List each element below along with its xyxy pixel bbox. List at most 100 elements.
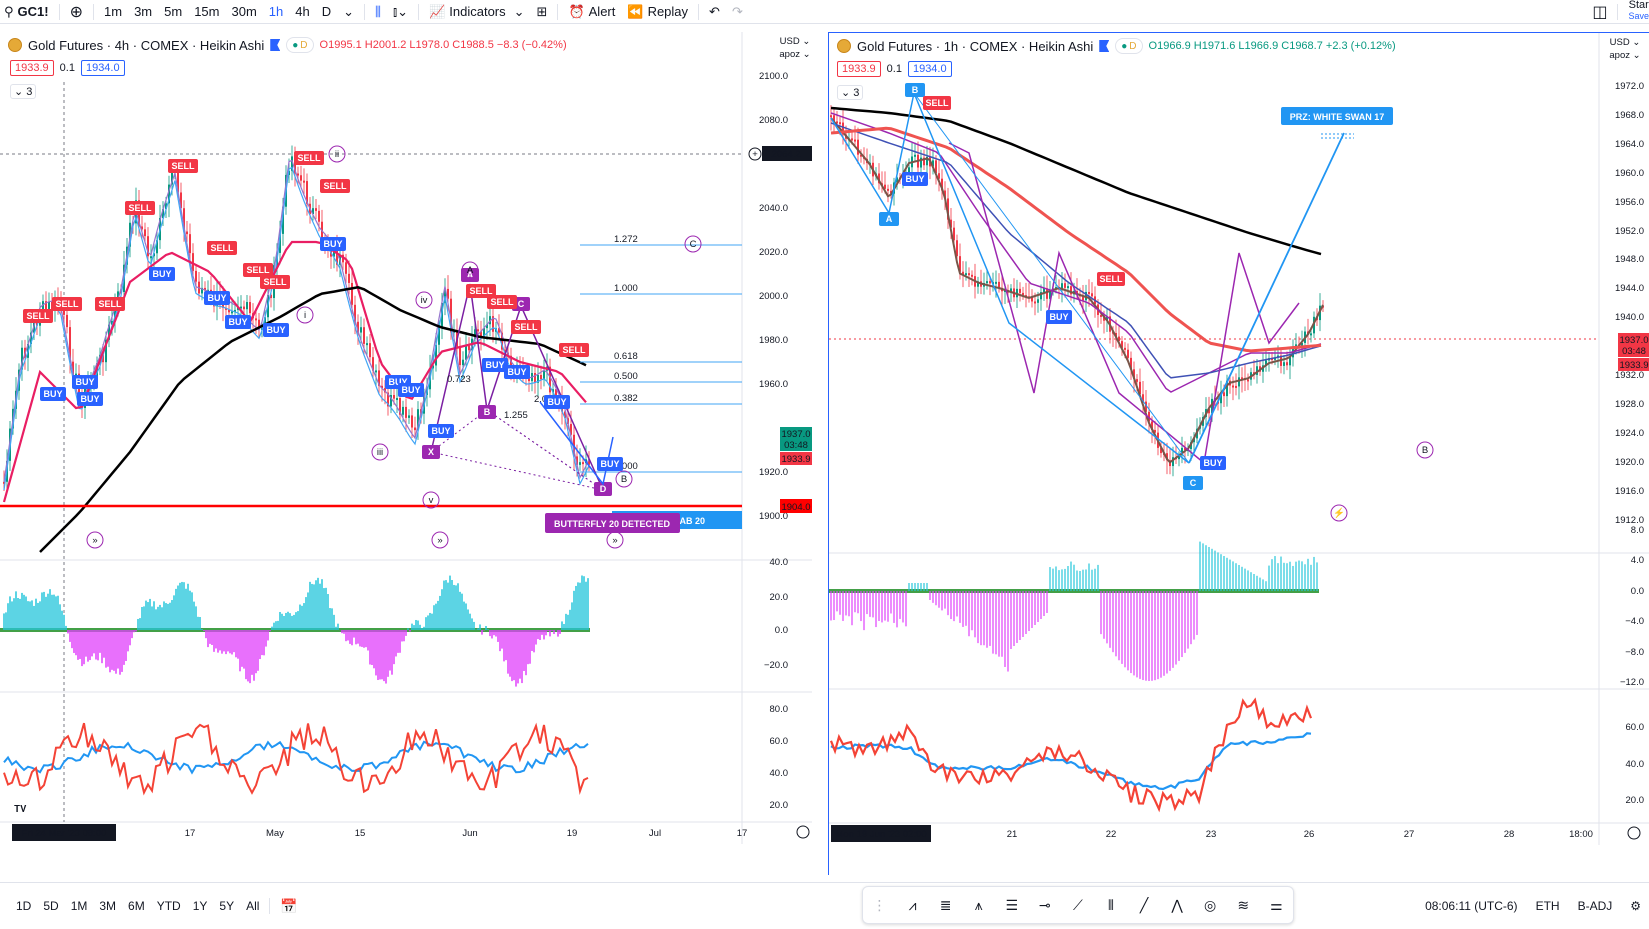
range-all[interactable]: All (246, 899, 260, 913)
candle-body (492, 316, 494, 332)
indicators-button[interactable]: 📈 Indicators ⌄ (423, 0, 530, 24)
bid-price[interactable]: 1933.9 (837, 61, 881, 77)
left-pricebox: 1933.9 0.1 1934.0 (10, 60, 125, 76)
range-1y[interactable]: 1Y (192, 899, 208, 913)
trend-line-icon[interactable]: ⟋ (1073, 896, 1083, 913)
sell-signal-bg (559, 343, 589, 357)
range-5y[interactable]: 5Y (219, 899, 235, 913)
candle-body (1247, 379, 1249, 382)
xabcd-pattern-icon[interactable]: ⩘ (908, 896, 917, 913)
fib-channel-icon[interactable]: ☰ (1005, 896, 1019, 913)
left-chart-canvas[interactable]: 1.272 1.000 0.618 0.500 0.382 0.000 X A B C D 0.723… (0, 32, 812, 875)
interval-4h[interactable]: 4h (295, 4, 310, 19)
candle-body (1184, 447, 1186, 451)
buy-signal-bg (504, 365, 530, 379)
settings-sliders-icon[interactable]: ⚌ (1270, 896, 1283, 913)
legend-collapse-button[interactable]: ⌄ 3 (837, 85, 864, 100)
handle-icon[interactable]: ⋮ (872, 896, 887, 913)
data-status-badge[interactable]: ● D (1115, 38, 1143, 54)
sell-signal: SELL (469, 286, 493, 296)
redo-button[interactable]: ↷ (726, 0, 749, 24)
ask-price[interactable]: 1934.0 (907, 61, 952, 77)
candle-body (480, 331, 482, 338)
interval-30m[interactable]: 30m (231, 4, 257, 19)
interval-dropdown[interactable]: ⌄ (337, 0, 360, 24)
divider (269, 898, 271, 914)
star-label: Star (1628, 0, 1649, 11)
interval-1h[interactable]: 1h (268, 4, 284, 19)
abcd-icon[interactable]: ⩚ (974, 896, 983, 913)
candle-body (935, 160, 937, 174)
clock[interactable]: 08:06:11 (UTC-6) (1425, 899, 1518, 913)
chart-type-button[interactable]: ⫼ (369, 0, 387, 24)
range-5d[interactable]: 5D (43, 899, 59, 913)
interval-d[interactable]: D (321, 4, 332, 19)
head-shoulders-icon[interactable]: ⋀ (1171, 896, 1183, 913)
buy-signal: BUY (80, 394, 99, 404)
flag-icon[interactable] (270, 39, 281, 51)
session-toggle[interactable]: ETH (1535, 899, 1560, 913)
wave-label-iv-ring (415, 291, 433, 309)
alert-button[interactable]: ⏰ Alert (562, 0, 621, 24)
horizontal-ray-icon[interactable]: ⊸ (1038, 896, 1051, 913)
abc-connect-line (913, 92, 1190, 464)
add-symbol-button[interactable]: ⊕ (64, 0, 89, 24)
flag-icon[interactable] (1099, 40, 1110, 52)
candle-body (1088, 291, 1090, 294)
data-status-badge[interactable]: ● D (286, 37, 314, 53)
interval-3m[interactable]: 3m (134, 4, 153, 19)
templates-button[interactable]: ⊞ (531, 0, 554, 24)
range-1d[interactable]: 1D (16, 899, 32, 913)
bid-price[interactable]: 1933.9 (10, 60, 54, 76)
right-chart-canvas[interactable]: PRZ: WHITE SWAN 17 A B C B ⚡ SELL SELL BUY BUY BUY… (829, 33, 1649, 875)
save-button[interactable]: Star Save (1622, 0, 1649, 24)
wave-label-v: v (429, 495, 434, 506)
range-1m[interactable]: 1M (70, 899, 88, 913)
fib-spiral-icon[interactable]: ◎ (1204, 896, 1217, 913)
wave-label-b-ring (615, 470, 633, 488)
rsi-signal-line (830, 732, 1312, 791)
time-crosshair-bg (12, 824, 116, 841)
alert-label: Alert (588, 4, 616, 19)
fib-retracement-icon[interactable]: ≣ (939, 896, 952, 913)
candle-body (171, 172, 173, 185)
goto-date-button[interactable]: 📅 (274, 898, 303, 915)
rsi-tick: 20.0 (770, 800, 789, 811)
point-a: A (886, 214, 893, 224)
candle-body (243, 306, 245, 310)
candle-body (989, 281, 991, 284)
bar-type-button[interactable]: ⫾ ⌄ (387, 0, 414, 24)
range-ytd[interactable]: YTD (156, 899, 181, 913)
ema-red-line (830, 126, 1322, 353)
fib-speed-icon[interactable]: ≋ (1237, 896, 1250, 913)
candle-body (192, 253, 194, 271)
candle-body (1286, 362, 1288, 366)
sell-signal-bg (23, 309, 53, 323)
left-chart-pane[interactable]: Gold Futures · 4h · COMEX · Heikin Ashi … (0, 32, 812, 875)
replay-button[interactable]: ⏪ Replay (621, 0, 694, 24)
settings-icon[interactable]: ⚙ (1630, 899, 1641, 913)
candle-body (1208, 409, 1210, 414)
right-chart-pane[interactable]: Gold Futures · 1h · COMEX · Heikin Ashi … (828, 32, 1649, 875)
interval-15m[interactable]: 15m (194, 4, 220, 19)
ray-icon[interactable]: ╱ (1139, 896, 1149, 913)
price-tick: 1952.0 (1615, 226, 1644, 237)
legend-collapse-button[interactable]: ⌄ 3 (10, 84, 37, 99)
adjustment-toggle[interactable]: B-ADJ (1577, 899, 1613, 913)
save-label: Save (1628, 11, 1649, 21)
interval-5m[interactable]: 5m (164, 4, 183, 19)
pitchfork-icon[interactable]: ⫴ (1108, 896, 1114, 913)
osc-tick: −12.0 (1620, 677, 1644, 688)
layout-button[interactable]: ◫ (1586, 0, 1613, 24)
ask-price[interactable]: 1934.0 (80, 60, 125, 76)
undo-button[interactable]: ↶ (703, 0, 726, 24)
range-6m[interactable]: 6M (128, 899, 145, 913)
symbol-search[interactable]: ⚲ GC1! (0, 0, 55, 24)
interval-1m[interactable]: 1m (104, 4, 123, 19)
candle-body (1220, 392, 1222, 404)
range-3m[interactable]: 3M (99, 899, 117, 913)
candle-body (438, 327, 440, 345)
candle-body (579, 462, 581, 465)
candle-body (300, 175, 302, 181)
crab-label: P CRAB 20 (658, 516, 705, 526)
